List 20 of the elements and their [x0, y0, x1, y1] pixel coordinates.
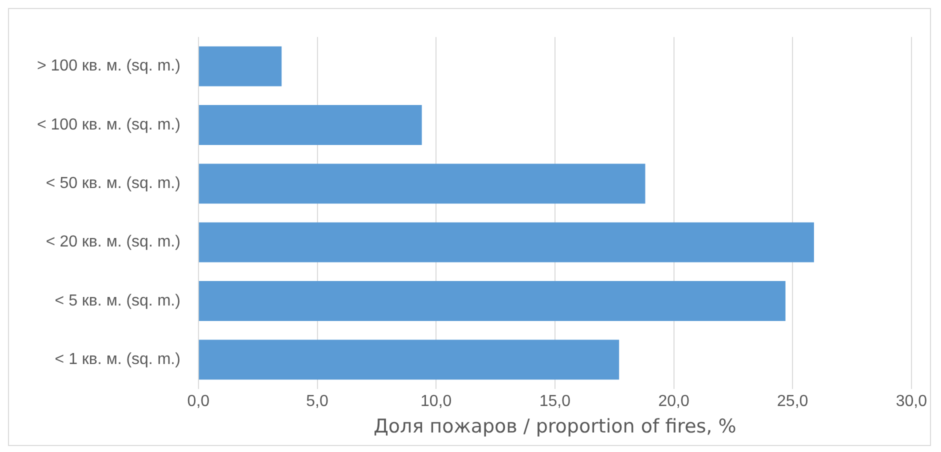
x-tick-label: 0,0 [187, 393, 210, 410]
x-tick-label: 15,0 [539, 393, 571, 410]
bar [198, 281, 786, 321]
x-tick-label: 10,0 [420, 393, 452, 410]
y-tick-label: < 1 кв. м. (sq. m.) [54, 351, 180, 368]
bar [198, 46, 282, 86]
bar [198, 105, 422, 145]
y-tick-label: < 20 кв. м. (sq. m.) [46, 234, 180, 251]
y-tick-label: < 100 кв. м. (sq. m.) [36, 116, 180, 134]
x-tick-label: 20,0 [658, 393, 690, 410]
x-tick-label: 5,0 [306, 393, 328, 410]
y-tick-label: < 50 кв. м. (sq. m.) [46, 175, 180, 192]
x-tick-label: 30,0 [896, 393, 928, 410]
bar [198, 222, 814, 262]
x-axis-title: Доля пожаров / proportion of fires, % [374, 416, 736, 438]
y-tick-label: > 100 кв. м. (sq. m.) [36, 58, 180, 75]
bar [198, 340, 620, 380]
x-tick-label: 25,0 [777, 393, 808, 410]
y-tick-label: < 5 кв. м. (sq. m.) [54, 292, 180, 310]
bar [198, 164, 646, 204]
